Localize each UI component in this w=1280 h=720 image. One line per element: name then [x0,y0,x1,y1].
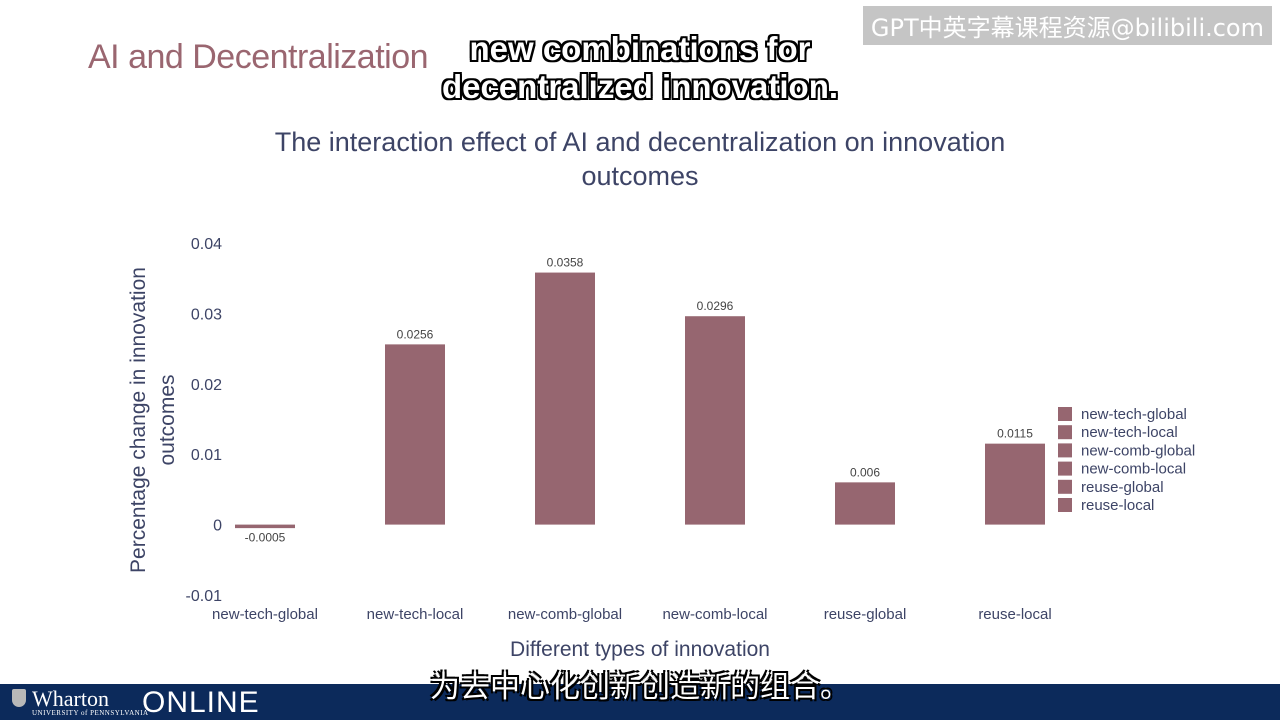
y-tick-label: 0.03 [191,306,222,323]
y-tick-label: 0.04 [191,236,222,253]
legend-swatch-new-tech-global [1058,407,1072,421]
y-axis-label: Percentage change in innovation outcomes [127,267,179,573]
crest-icon [12,689,26,707]
x-tick-label-new-tech-global: new-tech-global [212,606,318,623]
chart-title-line2: outcomes [581,161,698,191]
data-label-reuse-global: 0.006 [850,465,880,479]
subtitle-english-line1: new combinations for [469,30,811,67]
y-ticks: 0.04 0.03 0.02 0.01 0 -0.01 [186,236,223,605]
legend-swatch-reuse-global [1058,479,1072,494]
y-tick-label: 0 [213,518,222,535]
bar-reuse-global [835,482,895,525]
legend-swatch-reuse-local [1058,498,1072,512]
online-wordmark: ONLINE [142,686,260,719]
legend-item-reuse-local: reuse-local [1081,497,1154,514]
x-tick-label-reuse-local: reuse-local [978,606,1051,623]
watermark: GPT中英字幕课程资源@bilibili.com [862,6,1272,45]
x-tick-label-new-comb-local: new-comb-local [662,606,767,623]
bar-new-tech-local [385,344,445,525]
bar-new-comb-local [685,316,745,525]
data-label-new-tech-global: -0.0005 [245,531,286,545]
legend: new-tech-globalnew-tech-localnew-comb-gl… [1058,406,1195,514]
y-axis-label-line1: Percentage change in innovation [127,267,150,573]
data-label-new-comb-global: 0.0358 [547,256,584,270]
x-tick-label-new-comb-global: new-comb-global [508,606,622,623]
chart-title-line1: The interaction effect of AI and decentr… [275,127,1006,157]
legend-item-new-tech-local: new-tech-local [1081,424,1178,441]
legend-item-new-comb-global: new-comb-global [1081,442,1195,459]
footer-bar: Wharton UNIVERSITY of PENNSYLVANIA ONLIN… [0,684,1280,720]
y-tick-label: 0.02 [191,377,222,394]
x-axis-label: Different types of innovation [510,638,770,661]
y-tick-label: 0.01 [191,447,222,464]
data-label-new-comb-local: 0.0296 [697,299,734,313]
legend-swatch-new-comb-local [1058,461,1072,476]
slide-title: AI and Decentralization [88,38,429,76]
bar-reuse-local [985,443,1045,525]
data-label-new-tech-local: 0.0256 [397,327,434,341]
legend-item-new-comb-local: new-comb-local [1081,461,1186,478]
bars: -0.0005 0.0256 0.0358 0.0296 0.006 0.0115 [235,256,1045,545]
y-axis-label-line2: outcomes [156,374,179,465]
x-tick-label-reuse-global: reuse-global [824,606,907,623]
data-label-reuse-local: 0.0115 [997,427,1033,441]
legend-swatch-new-tech-local [1058,425,1072,440]
bar-new-comb-global [535,272,595,525]
bar-new-tech-global [235,524,295,529]
wharton-wordmark: Wharton [32,686,109,711]
legend-item-reuse-global: reuse-global [1081,479,1164,496]
university-subtext: UNIVERSITY of PENNSYLVANIA [32,709,149,717]
legend-swatch-new-comb-global [1058,443,1072,458]
subtitle-chinese: 为去中心化创新创造新的组合。 [430,670,850,705]
x-tick-label-new-tech-local: new-tech-local [367,606,464,623]
y-tick-label: -0.01 [186,588,223,605]
x-ticks: new-tech-global new-tech-local new-comb-gl… [212,606,1052,623]
subtitle-english-line2: decentralized innovation. [441,68,839,105]
legend-item-new-tech-global: new-tech-global [1081,406,1187,423]
